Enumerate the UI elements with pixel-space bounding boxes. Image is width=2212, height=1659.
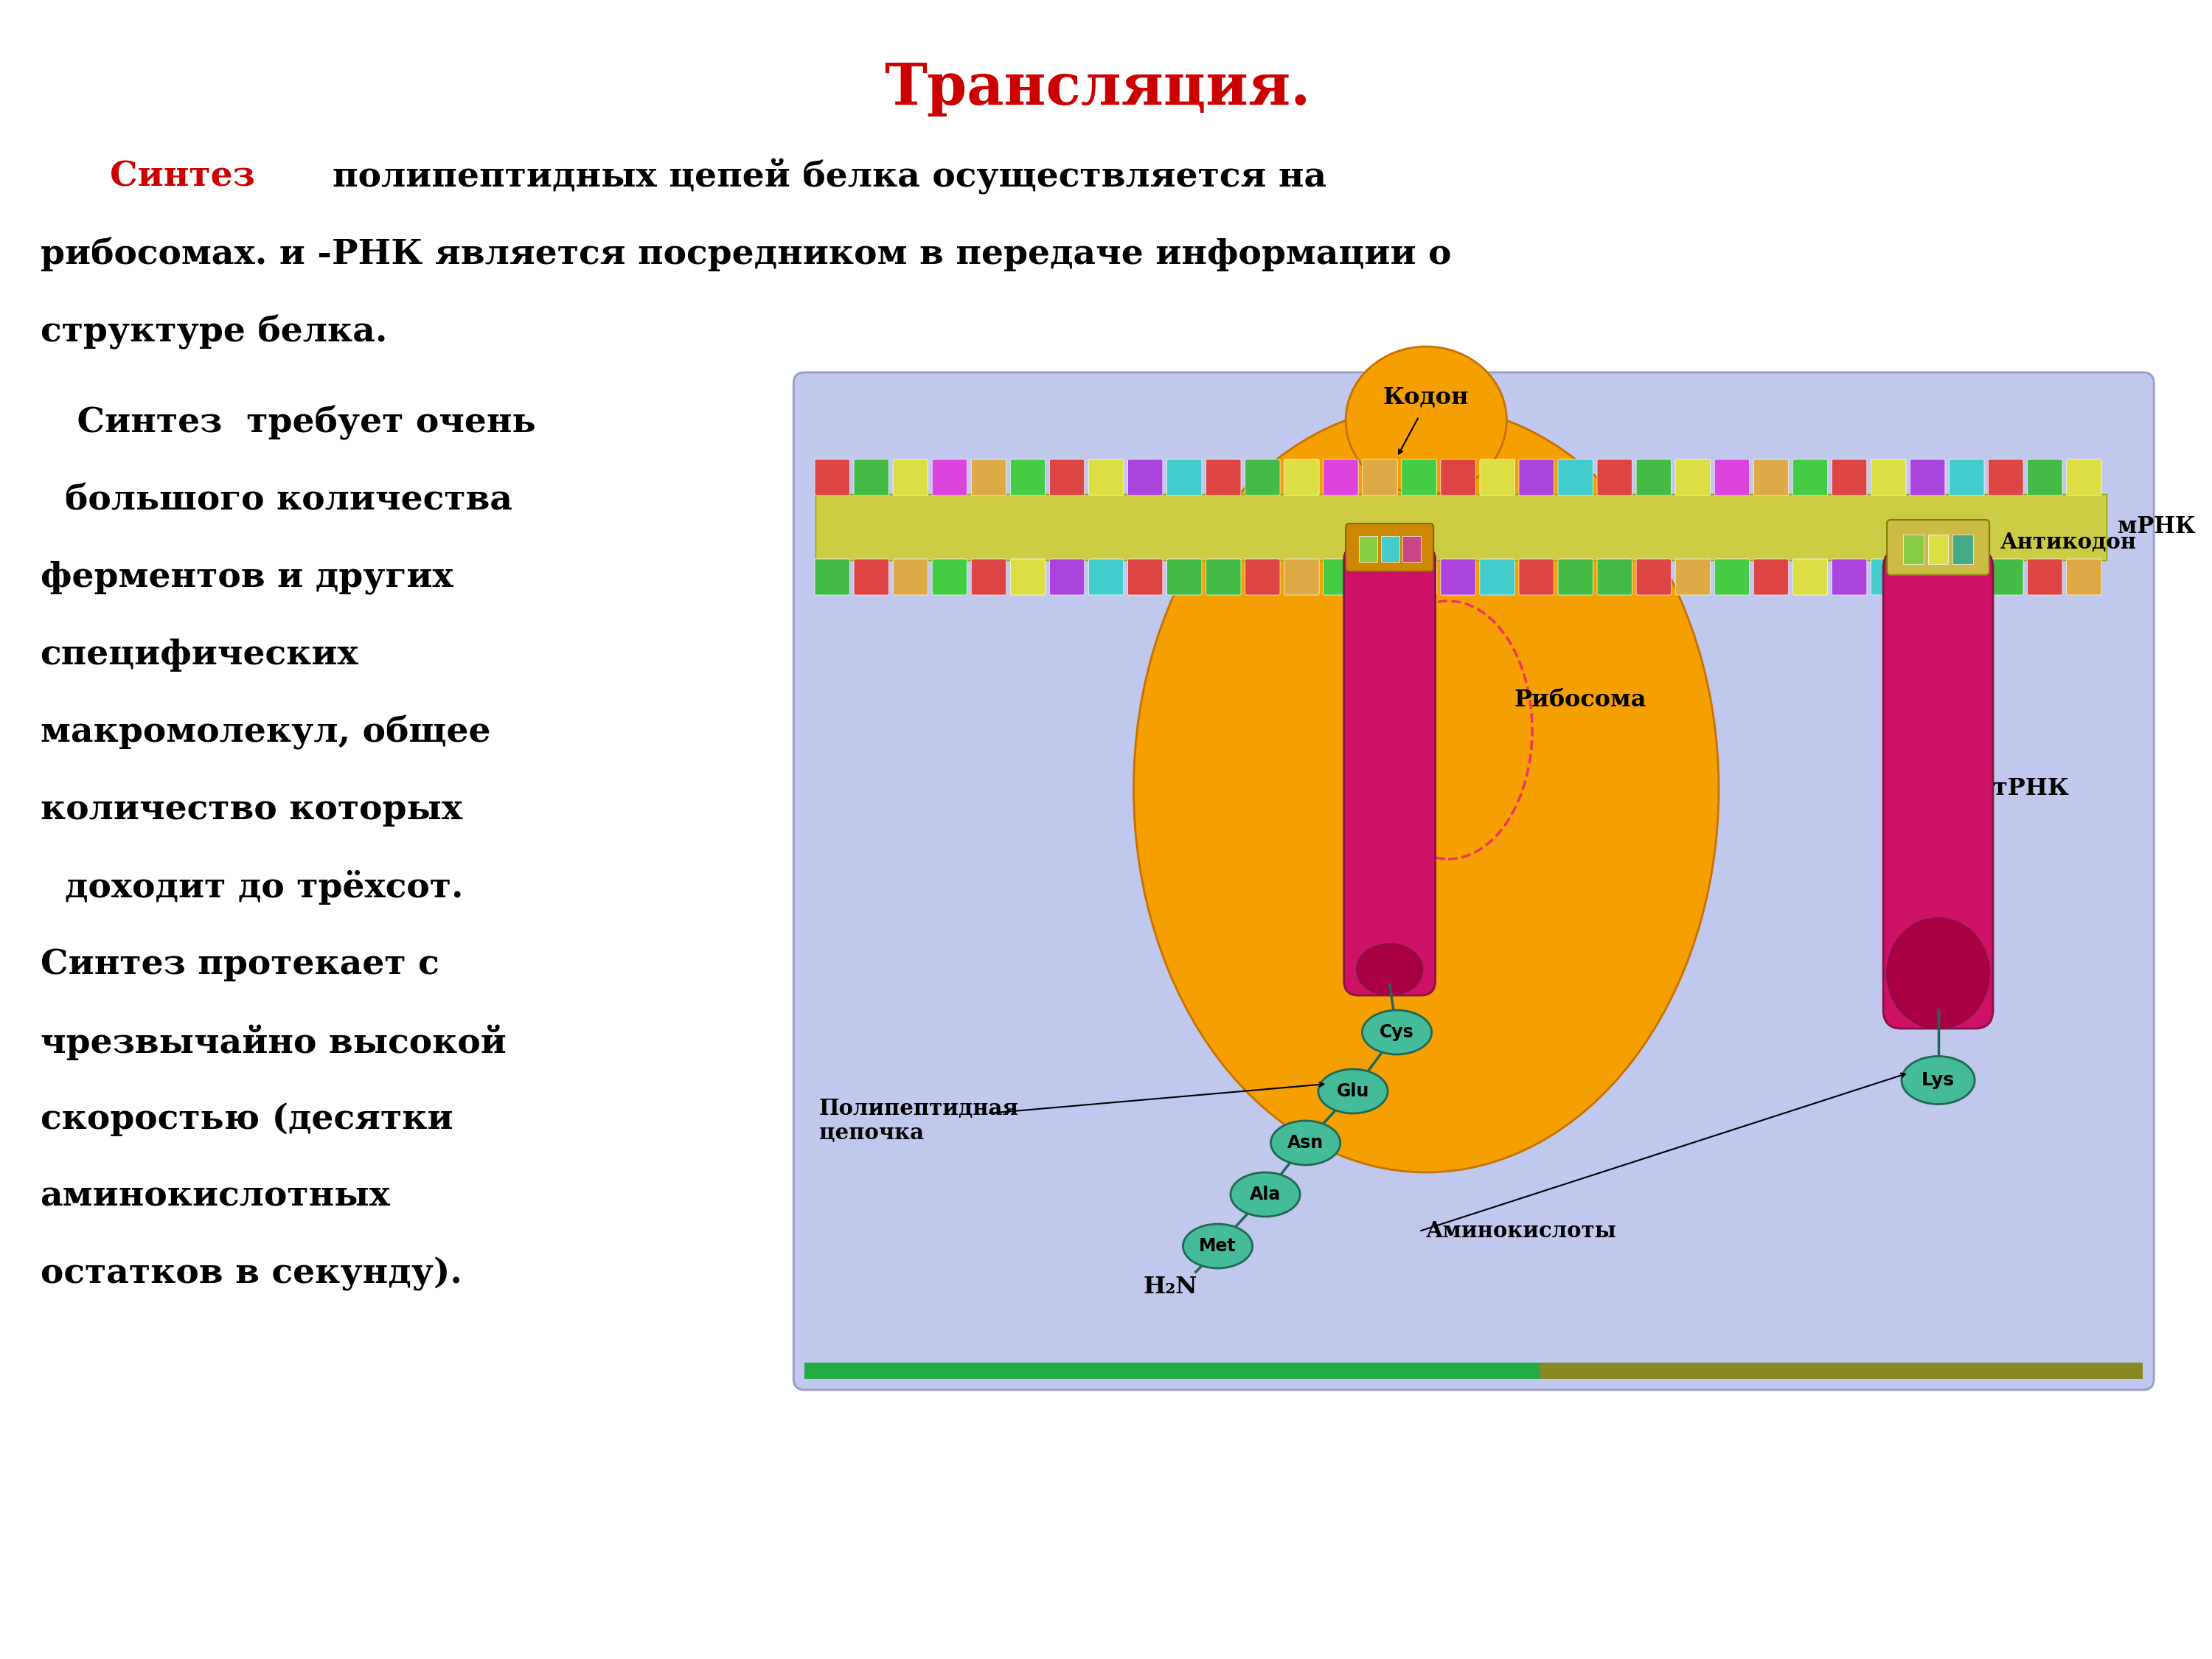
FancyBboxPatch shape: [1871, 559, 1907, 596]
FancyBboxPatch shape: [1989, 559, 2024, 596]
Text: тРНК: тРНК: [1993, 778, 2068, 800]
FancyBboxPatch shape: [894, 460, 929, 496]
FancyBboxPatch shape: [1440, 460, 1475, 496]
Text: количество которых: количество которых: [40, 793, 462, 826]
FancyBboxPatch shape: [1871, 460, 1907, 496]
FancyBboxPatch shape: [1792, 460, 1827, 496]
Text: Синтез: Синтез: [111, 159, 254, 194]
FancyBboxPatch shape: [1637, 460, 1672, 496]
FancyBboxPatch shape: [1323, 460, 1358, 496]
FancyBboxPatch shape: [1887, 519, 1989, 576]
Text: большого количества: большого количества: [40, 483, 513, 518]
Ellipse shape: [1887, 917, 1989, 1029]
FancyBboxPatch shape: [1557, 460, 1593, 496]
Text: скоростью (десятки: скоростью (десятки: [40, 1102, 453, 1136]
FancyBboxPatch shape: [931, 559, 967, 596]
FancyBboxPatch shape: [1363, 559, 1398, 596]
Ellipse shape: [1345, 347, 1506, 494]
Text: Ala: Ala: [1250, 1186, 1281, 1203]
Ellipse shape: [1183, 1224, 1252, 1267]
Bar: [1929, 534, 1949, 564]
FancyBboxPatch shape: [1088, 460, 1124, 496]
FancyBboxPatch shape: [1048, 460, 1084, 496]
Text: Синтез  требует очень: Синтез требует очень: [40, 405, 535, 440]
FancyBboxPatch shape: [971, 460, 1006, 496]
FancyBboxPatch shape: [1285, 460, 1318, 496]
Ellipse shape: [1363, 1010, 1431, 1055]
FancyBboxPatch shape: [1011, 559, 1046, 596]
FancyBboxPatch shape: [1323, 559, 1358, 596]
FancyBboxPatch shape: [1832, 460, 1867, 496]
Text: Lys: Lys: [1922, 1072, 1955, 1088]
FancyBboxPatch shape: [1909, 559, 1944, 596]
FancyBboxPatch shape: [1754, 559, 1790, 596]
Text: Кодон: Кодон: [1382, 387, 1469, 410]
FancyBboxPatch shape: [794, 372, 2154, 1390]
Text: Антикодон: Антикодон: [2000, 531, 2137, 552]
FancyBboxPatch shape: [1792, 559, 1827, 596]
Text: структуре белка.: структуре белка.: [40, 315, 387, 348]
Bar: [1902, 534, 1924, 564]
FancyBboxPatch shape: [1088, 559, 1124, 596]
Bar: [816, 494, 2106, 561]
FancyBboxPatch shape: [1597, 559, 1632, 596]
Ellipse shape: [1318, 1068, 1387, 1113]
FancyBboxPatch shape: [2066, 559, 2101, 596]
FancyBboxPatch shape: [931, 460, 967, 496]
Text: Аминокислоты: Аминокислоты: [1427, 1221, 1617, 1243]
FancyBboxPatch shape: [2028, 559, 2062, 596]
FancyBboxPatch shape: [1674, 460, 1710, 496]
FancyBboxPatch shape: [1206, 559, 1241, 596]
FancyBboxPatch shape: [2066, 460, 2101, 496]
FancyBboxPatch shape: [971, 559, 1006, 596]
FancyBboxPatch shape: [1714, 559, 1750, 596]
Text: Синтез протекает с: Синтез протекает с: [40, 947, 438, 982]
FancyBboxPatch shape: [1520, 460, 1553, 496]
FancyBboxPatch shape: [1245, 559, 1281, 596]
FancyBboxPatch shape: [1480, 559, 1515, 596]
Text: мРНК: мРНК: [2117, 516, 2194, 539]
FancyBboxPatch shape: [854, 559, 889, 596]
FancyBboxPatch shape: [1345, 524, 1433, 571]
FancyBboxPatch shape: [1557, 559, 1593, 596]
Bar: [1953, 534, 1973, 564]
FancyBboxPatch shape: [1520, 559, 1553, 596]
Bar: [1540, 1362, 2143, 1379]
FancyBboxPatch shape: [1480, 460, 1515, 496]
Ellipse shape: [1270, 1121, 1340, 1165]
Text: ферментов и других: ферментов и других: [40, 561, 453, 594]
Text: чрезвычайно высокой: чрезвычайно высокой: [40, 1025, 507, 1060]
Text: Трансляция.: Трансляция.: [885, 60, 1310, 116]
FancyBboxPatch shape: [1637, 559, 1672, 596]
FancyBboxPatch shape: [1989, 460, 2024, 496]
Text: остатков в секунду).: остатков в секунду).: [40, 1258, 462, 1291]
Ellipse shape: [1902, 1057, 1975, 1105]
Text: Полипептидная
цепочка: Полипептидная цепочка: [818, 1098, 1020, 1143]
Ellipse shape: [1133, 405, 1719, 1173]
FancyBboxPatch shape: [2028, 460, 2062, 496]
FancyBboxPatch shape: [1345, 546, 1436, 995]
FancyBboxPatch shape: [1011, 460, 1046, 496]
FancyBboxPatch shape: [1949, 559, 1984, 596]
FancyBboxPatch shape: [1832, 559, 1867, 596]
FancyBboxPatch shape: [1949, 460, 1984, 496]
FancyBboxPatch shape: [1754, 460, 1790, 496]
Ellipse shape: [1356, 944, 1422, 995]
FancyBboxPatch shape: [1166, 559, 1201, 596]
FancyBboxPatch shape: [1674, 559, 1710, 596]
FancyBboxPatch shape: [1597, 460, 1632, 496]
FancyBboxPatch shape: [1285, 559, 1318, 596]
FancyBboxPatch shape: [1048, 559, 1084, 596]
Text: Met: Met: [1199, 1238, 1237, 1254]
FancyBboxPatch shape: [1245, 460, 1281, 496]
Text: Cys: Cys: [1380, 1024, 1413, 1042]
Text: Рибосома: Рибосома: [1513, 688, 1646, 712]
Text: аминокислотных: аминокислотных: [40, 1180, 389, 1214]
Bar: [1380, 536, 1400, 562]
Text: полипептидных цепей белка осуществляется на: полипептидных цепей белка осуществляется…: [332, 159, 1327, 196]
FancyBboxPatch shape: [1166, 460, 1201, 496]
Text: H₂N: H₂N: [1144, 1276, 1197, 1297]
Text: специфических: специфических: [40, 637, 358, 672]
Text: Asn: Asn: [1287, 1135, 1323, 1151]
